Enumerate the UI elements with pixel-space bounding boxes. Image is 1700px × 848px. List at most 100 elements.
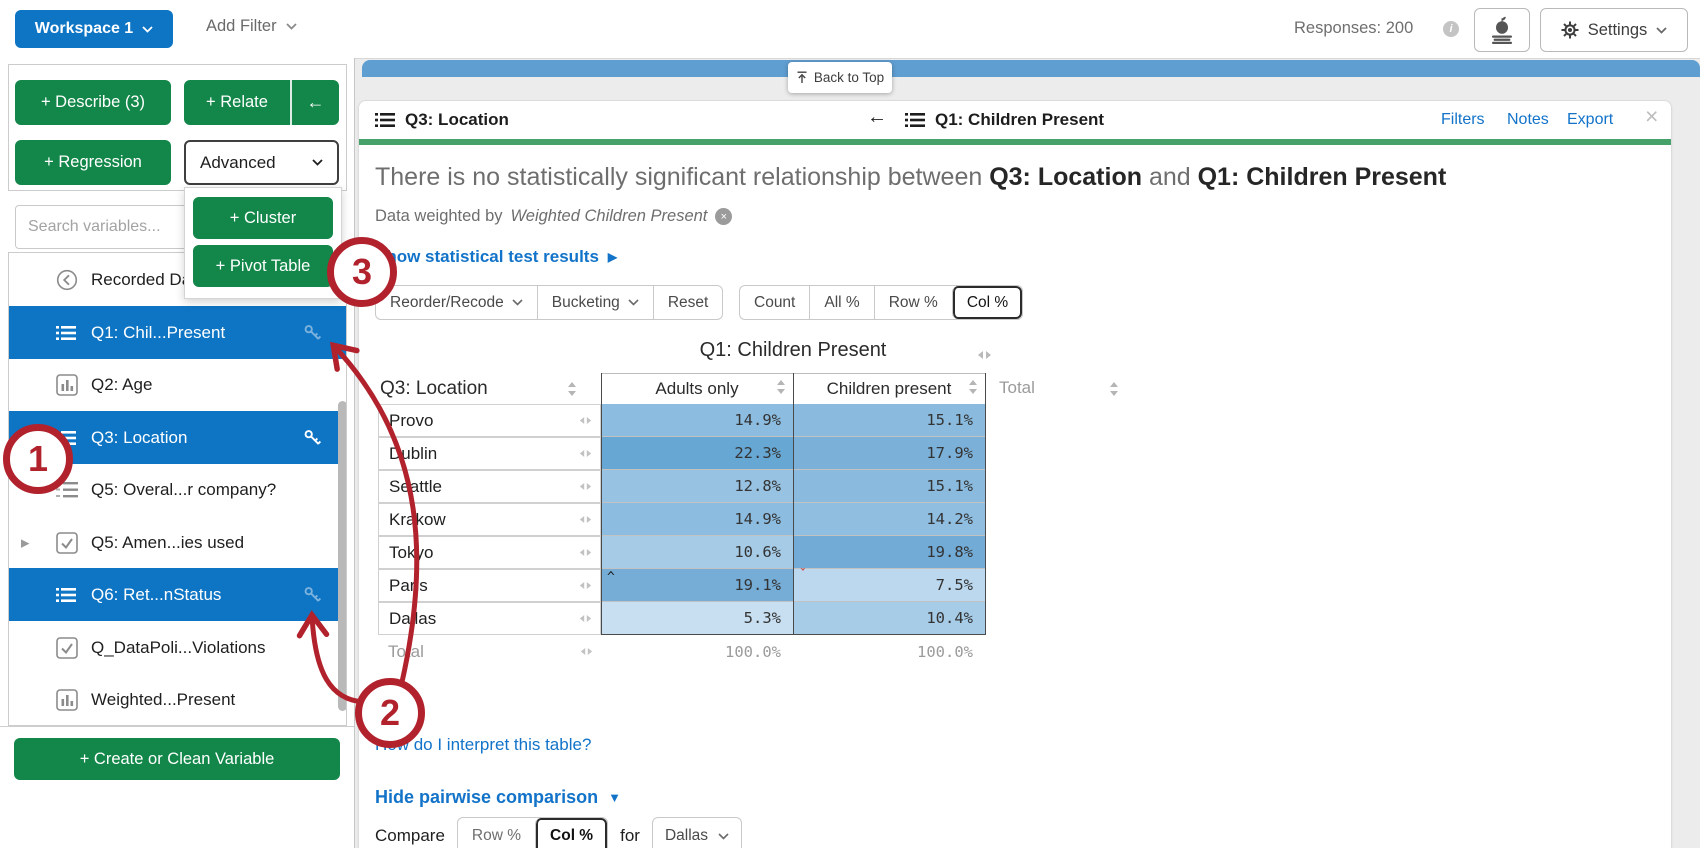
relate-button[interactable]: + Relate (184, 80, 290, 125)
sort-icon[interactable] (567, 382, 577, 401)
cell-value: 14.2% (793, 503, 985, 536)
column-resize-icon[interactable] (579, 416, 592, 425)
column-resize-icon[interactable] (579, 581, 592, 590)
show-statistical-results-link[interactable]: Show statistical test results ▶ (375, 247, 618, 266)
table-row-total: Total 100.0% 100.0% (378, 635, 985, 668)
table-row-paris: Paris ^ 19.1% ˇ 7.5% (378, 568, 985, 602)
workspace-dropdown-button[interactable]: Workspace 1 (15, 10, 173, 48)
annotation-step-3: 3 (327, 237, 397, 307)
bar-chart-icon (56, 373, 78, 396)
pivot-table-button[interactable]: + Pivot Table (193, 245, 333, 287)
collapse-panel-button[interactable]: ← (290, 80, 339, 125)
left-arrow-icon: ← (306, 92, 325, 112)
chevron-down-icon (1656, 26, 1667, 34)
row-label: Total (378, 635, 601, 668)
add-filter-dropdown[interactable]: Add Filter (206, 17, 297, 36)
column-resize-icon[interactable] (977, 347, 992, 365)
row-label[interactable]: Seattle (378, 470, 601, 503)
row-label[interactable]: Tokyo (378, 536, 601, 569)
responses-count: Responses: 200 (1294, 19, 1414, 37)
column-resize-icon[interactable] (579, 515, 592, 524)
checkbox-checked-icon (56, 636, 78, 659)
value-mode-toggle: Count All % Row % Col % (739, 285, 1024, 320)
reset-button[interactable]: Reset (652, 286, 723, 319)
view-all-pct-button[interactable]: All % (809, 286, 873, 319)
compare-target-select[interactable]: Dallas (651, 817, 743, 848)
table-vertical-border (985, 373, 986, 635)
variable-item-q6-returnstatus[interactable]: Q6: Ret...nStatus (9, 568, 346, 621)
variable-item-weighted-children-present[interactable]: Weighted...Present (9, 673, 346, 725)
sort-icon[interactable] (968, 379, 978, 399)
describe-button[interactable]: + Describe (3) (15, 80, 171, 125)
bucketing-dropdown[interactable]: Bucketing (536, 286, 653, 319)
pairwise-compare-controls: Compare Row % Col % for Dallas (375, 817, 743, 848)
reorder-recode-dropdown[interactable]: Reorder/Recode (376, 286, 537, 319)
info-icon[interactable]: i (1443, 21, 1459, 37)
column-resize-icon[interactable] (579, 614, 592, 623)
row-label[interactable]: Dallas (378, 602, 601, 635)
apple-book-icon (1492, 16, 1512, 44)
row-label[interactable]: Krakow (378, 503, 601, 536)
back-to-top-button[interactable]: Back to Top (788, 62, 892, 93)
card-left-variable[interactable]: Q3: Location (375, 110, 509, 130)
export-link[interactable]: Export (1567, 111, 1614, 128)
row-variable-header: Q3: Location (380, 378, 488, 399)
learning-library-button[interactable] (1474, 8, 1530, 52)
table-vertical-border (793, 373, 794, 635)
view-col-pct-button[interactable]: Col % (951, 286, 1022, 319)
table-row-dublin: Dublin 22.3% 17.9% (378, 437, 985, 470)
variable-item-recorded-date[interactable]: Recorded Date (9, 253, 346, 306)
variable-item-q1-children-present[interactable]: Q1: Chil...Present (9, 306, 346, 359)
column-resize-icon[interactable] (579, 449, 592, 458)
hide-pairwise-comparison-link[interactable]: Hide pairwise comparison ▼ (375, 787, 621, 807)
significance-low-marker: ˇ (799, 568, 807, 583)
row-label[interactable]: Provo (378, 404, 601, 437)
table-vertical-border (601, 373, 602, 635)
view-count-button[interactable]: Count (754, 293, 796, 311)
interpret-table-link[interactable]: How do I interpret this table? (375, 735, 592, 754)
column-variable-title: Q1: Children Present (699, 339, 887, 361)
column-resize-icon[interactable] (579, 548, 592, 557)
row-label[interactable]: Paris (378, 569, 601, 602)
row-label[interactable]: Dublin (378, 437, 601, 470)
column-header-children-present[interactable]: Children present (793, 373, 985, 404)
checkbox-checked-icon (56, 531, 78, 554)
filters-link[interactable]: Filters (1441, 111, 1485, 128)
previous-card-strip (362, 60, 1700, 77)
chevron-down-icon (142, 25, 153, 33)
advanced-dropdown-button[interactable]: Advanced (184, 140, 339, 185)
column-resize-icon[interactable] (579, 482, 592, 491)
key-icon[interactable] (303, 323, 322, 342)
regression-button[interactable]: + Regression (15, 140, 171, 185)
cell-value: 19.8% (793, 536, 985, 569)
expand-caret-icon[interactable]: ▶ (21, 537, 30, 549)
cell-value: 10.6% (601, 536, 793, 569)
create-or-clean-variable-button[interactable]: + Create or Clean Variable (14, 738, 340, 780)
swap-variables-arrow[interactable]: ← (867, 106, 887, 128)
notes-link[interactable]: Notes (1507, 111, 1549, 128)
list-icon (56, 325, 76, 341)
view-row-pct-button[interactable]: Row % (873, 286, 952, 319)
column-resize-icon[interactable] (580, 647, 593, 656)
card-right-variable[interactable]: Q1: Children Present (905, 110, 1104, 130)
sidebar-scrollbar[interactable] (338, 401, 346, 711)
settings-button[interactable]: Settings (1540, 8, 1688, 52)
column-header-total: Total (999, 378, 1035, 397)
sort-icon[interactable] (776, 379, 786, 399)
sort-icon[interactable] (1109, 382, 1119, 401)
key-icon[interactable] (303, 428, 322, 447)
key-icon[interactable] (303, 585, 322, 604)
column-header-adults-only[interactable]: Adults only (601, 373, 793, 404)
compare-col-pct-button[interactable]: Col % (535, 818, 607, 848)
remove-weight-icon[interactable]: × (715, 208, 733, 225)
cell-value: 100.0% (917, 642, 973, 661)
close-icon[interactable]: × (1645, 103, 1659, 129)
variable-item-q2-age[interactable]: Q2: Age (9, 358, 346, 411)
sidebar-divider (0, 726, 354, 727)
compare-row-pct-button[interactable]: Row % (471, 827, 522, 844)
cell-value: 15.1% (793, 404, 985, 437)
cluster-button[interactable]: + Cluster (193, 197, 333, 239)
variable-item-datapolicy-violations[interactable]: Q_DataPoli...Violations (9, 621, 346, 674)
card-accent-strip (359, 139, 1671, 145)
variable-item-q5-amenities[interactable]: ▶ Q5: Amen...ies used (21, 531, 245, 554)
